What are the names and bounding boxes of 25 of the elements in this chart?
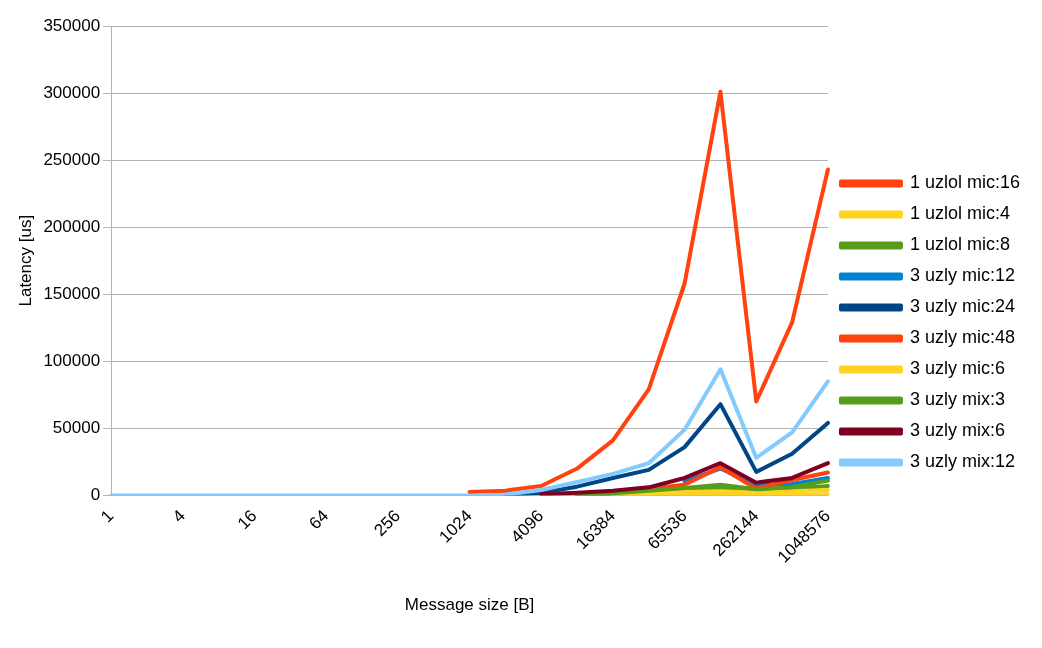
legend-label: 3 uzly mic:48 bbox=[909, 327, 1015, 348]
legend-label: 1 uzlol mic:16 bbox=[909, 172, 1021, 193]
y-tick-label: 0 bbox=[90, 485, 101, 505]
x-tick-label: 256 bbox=[370, 506, 404, 540]
y-tick-label: 100000 bbox=[43, 350, 101, 370]
y-tick-label: 50000 bbox=[52, 418, 101, 438]
legend-label: 3 uzly mix:3 bbox=[909, 389, 1005, 410]
y-tick-label: 150000 bbox=[43, 283, 101, 303]
x-tick-label: 1 bbox=[97, 506, 118, 527]
legend-label: 1 uzlol mic:4 bbox=[909, 203, 1010, 224]
legend-label: 3 uzly mix:6 bbox=[909, 420, 1005, 441]
legend-label: 3 uzly mix:12 bbox=[909, 451, 1015, 472]
y-tick-label: 300000 bbox=[43, 82, 101, 102]
x-tick-label: 4 bbox=[168, 506, 189, 527]
y-tick-label: 250000 bbox=[43, 149, 101, 169]
y-tick-label: 200000 bbox=[43, 216, 101, 236]
y-tick-label: 350000 bbox=[43, 15, 101, 35]
x-axis-title: Message size [B] bbox=[404, 595, 535, 615]
x-tick-label: 64 bbox=[305, 506, 333, 534]
x-tick-label: 16 bbox=[233, 506, 261, 534]
legend-label: 1 uzlol mic:8 bbox=[909, 234, 1010, 255]
y-axis-title: Latency [us] bbox=[15, 214, 35, 307]
legend-label: 3 uzly mic:12 bbox=[909, 265, 1015, 286]
legend-label: 3 uzly mic:24 bbox=[909, 296, 1015, 317]
legend-label: 3 uzly mic:6 bbox=[909, 358, 1005, 379]
